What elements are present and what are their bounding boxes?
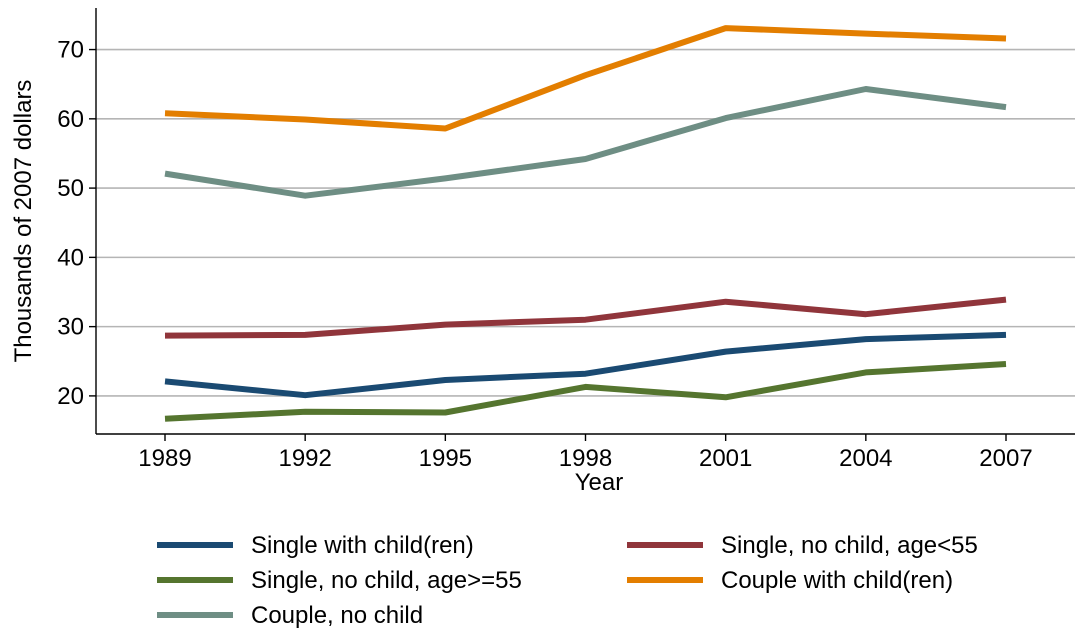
series-line-3	[164, 361, 1007, 422]
y-tick-label: 20	[57, 383, 84, 410]
x-tick-label: 2004	[839, 445, 892, 472]
x-tick-label: 1998	[559, 445, 612, 472]
x-tick-label: 2001	[699, 445, 752, 472]
series-line-5	[164, 86, 1007, 199]
x-tick-label: 1992	[278, 445, 331, 472]
legend: Single with child(ren) Single, no child, …	[157, 532, 978, 629]
series-line-1	[164, 331, 1007, 399]
legend-label: Single, no child, age>=55	[251, 567, 522, 594]
grid-lines	[96, 48, 1075, 397]
y-tick-label: 40	[57, 244, 84, 271]
x-tick-label: 1989	[138, 445, 191, 472]
legend-label: Couple with child(ren)	[721, 567, 953, 594]
series-line-4	[164, 25, 1007, 132]
legend-label: Couple, no child	[251, 602, 423, 629]
y-tick-label: 70	[57, 37, 84, 64]
x-tick-label: 2007	[979, 445, 1032, 472]
x-tick-label: 1995	[419, 445, 472, 472]
x-axis-title: Year	[575, 469, 624, 496]
legend-item: Couple with child(ren)	[627, 567, 953, 594]
y-axis-ticks: 20 30 40 50 60 70	[57, 37, 96, 410]
y-tick-label: 50	[57, 175, 84, 202]
y-axis-title: Thousands of 2007 dollars	[10, 80, 37, 363]
legend-item: Single, no child, age<55	[627, 532, 978, 559]
legend-label: Single with child(ren)	[251, 532, 474, 559]
legend-item: Couple, no child	[157, 602, 423, 629]
y-tick-label: 30	[57, 314, 84, 341]
legend-item: Single, no child, age>=55	[157, 567, 522, 594]
x-axis-ticks: 1989 1992 1995 1998 2001 2004 2007	[138, 434, 1033, 472]
legend-label: Single, no child, age<55	[721, 532, 978, 559]
series-line-2	[164, 296, 1007, 339]
y-tick-label: 60	[57, 106, 84, 133]
legend-item: Single with child(ren)	[157, 532, 474, 559]
series-lines	[164, 25, 1007, 422]
